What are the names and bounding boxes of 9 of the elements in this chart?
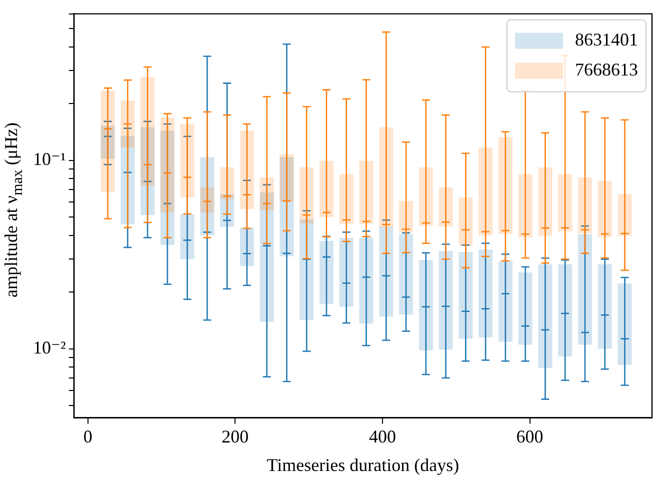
x-tick-label: 0 <box>83 426 92 446</box>
x-axis-title: Timeseries duration (days) <box>266 454 460 475</box>
y-tick-label: 10⁻¹ <box>32 149 66 170</box>
y-tick-label: 10⁻² <box>32 337 66 358</box>
x-tick-label: 200 <box>222 426 249 446</box>
x-tick-label: 400 <box>368 426 396 446</box>
legend-label: 7668613 <box>575 60 638 80</box>
legend-label: 8631401 <box>575 30 638 50</box>
x-tick-label: 600 <box>516 426 544 446</box>
